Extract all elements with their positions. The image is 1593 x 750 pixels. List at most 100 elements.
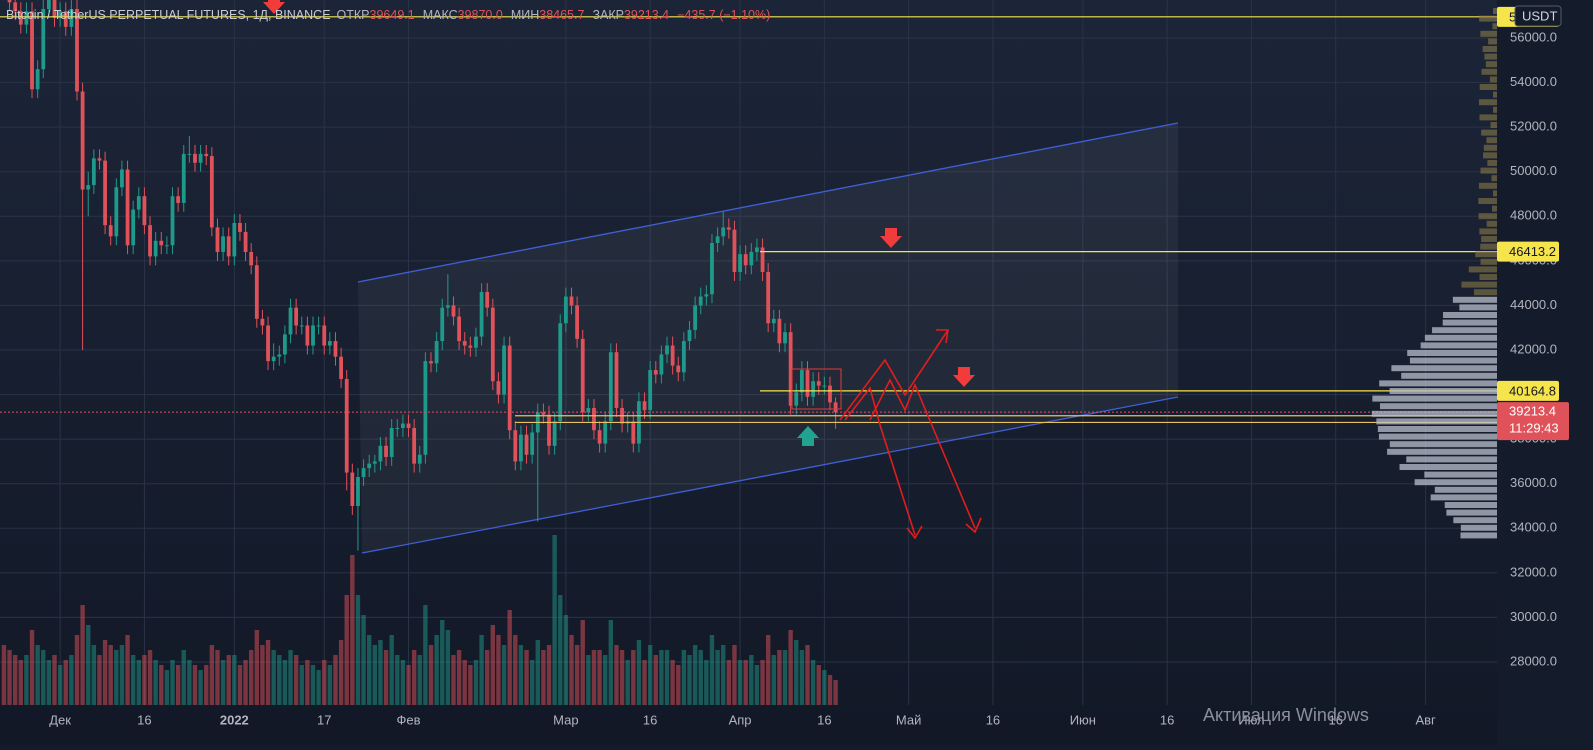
candle-body [771, 318, 776, 324]
volume-bar [170, 660, 175, 705]
candle-body [451, 305, 456, 317]
volume-profile-bar [1409, 357, 1497, 364]
y-tick-label: 34000.0 [1510, 520, 1557, 535]
volume-bar [591, 650, 597, 705]
level-label: 40164.8 [1509, 383, 1556, 398]
volume-profile-bar [1460, 524, 1497, 531]
volume-bar [417, 655, 422, 705]
volume-bar [220, 660, 226, 705]
candle-body [193, 153, 197, 163]
candle-body [52, 0, 57, 18]
volume-bar [563, 615, 569, 705]
candle-body [344, 378, 349, 473]
volume-bar [406, 665, 411, 705]
volume-bar [97, 655, 102, 705]
volume-bar [147, 650, 153, 705]
volume-profile-bar [1434, 486, 1497, 493]
symbol: Bitcoin / TetherUS PERPETUAL FUTURES, 1Д… [6, 8, 331, 22]
volume-bar [541, 650, 546, 705]
volume-bar [91, 645, 97, 705]
candle-body [41, 9, 46, 70]
volume-bar [86, 625, 91, 705]
candle-body [86, 185, 91, 190]
candle-body [114, 187, 119, 237]
candle-body [474, 336, 478, 348]
volume-profile-bar [1483, 144, 1497, 151]
volume-bar [243, 660, 248, 705]
candle-body [283, 334, 287, 355]
candle-body [170, 196, 175, 246]
volume-bar [507, 610, 512, 705]
candle-body [552, 421, 557, 446]
candle-body [799, 370, 804, 393]
volume-bar [254, 630, 260, 705]
volume-bar [743, 660, 748, 705]
volume-profile-bar [1460, 532, 1497, 539]
volume-bar [681, 650, 687, 705]
volume-bar [181, 650, 186, 705]
volume-bar [57, 665, 63, 705]
countdown: 11:29:43 [1509, 421, 1559, 436]
candle-body [417, 454, 422, 464]
volume-bar [580, 620, 585, 705]
volume-profile-bar [1492, 205, 1497, 212]
volume-bar [698, 650, 703, 705]
x-tick-label: 16 [986, 712, 1000, 727]
channel-fill [358, 123, 1178, 553]
x-tick-label: 17 [317, 712, 331, 727]
volume-profile-bar [1407, 350, 1497, 356]
volume-bar [338, 640, 344, 705]
candle-body [597, 430, 602, 444]
candle-body [389, 427, 394, 457]
price-badge [1497, 402, 1569, 441]
volume-profile-bar [1461, 281, 1497, 288]
volume-bar [187, 660, 192, 705]
candle-body [198, 153, 203, 163]
volume-bar [69, 655, 74, 705]
volume-bar [102, 640, 108, 705]
volume-profile-bar [1399, 464, 1497, 470]
volume-bar [322, 660, 327, 705]
volume-profile-bar [1378, 433, 1497, 440]
candle-body [91, 158, 96, 186]
volume-bar [63, 660, 68, 705]
volume-bar [237, 665, 243, 705]
volume-bar [316, 670, 321, 705]
y-tick-label: 30000.0 [1510, 609, 1557, 624]
currency-label: USDT [1522, 8, 1557, 23]
candle-body [530, 432, 535, 455]
volume-bar [136, 660, 141, 705]
down-marker [880, 228, 902, 248]
volume-bar [552, 535, 557, 705]
candle-body [322, 325, 327, 346]
x-tick-label: Июн [1070, 712, 1096, 727]
candle-body [7, 0, 12, 3]
volume-bar [619, 650, 625, 705]
volume-bar [687, 655, 692, 705]
volume-bar [372, 645, 378, 705]
y-tick-label: 48000.0 [1510, 208, 1557, 223]
volume-bar [670, 660, 675, 705]
x-tick-label: Апр [729, 712, 752, 727]
x-tick-label: Июл [1238, 712, 1264, 727]
volume-bar [833, 680, 838, 705]
volume-profile-bar [1391, 365, 1497, 372]
candle-body [816, 381, 821, 386]
volume-bar [603, 655, 608, 705]
candle-body [788, 332, 793, 406]
volume-bar [586, 655, 591, 705]
volume-profile-bar [1442, 312, 1497, 318]
volume-bar [114, 650, 119, 705]
candle-body [547, 414, 551, 446]
candle-body [811, 381, 816, 397]
volume-bar [535, 640, 540, 705]
volume-bar [366, 635, 372, 705]
volume-profile-bar [1484, 53, 1497, 60]
candle-body [249, 251, 254, 266]
volume-profile-bar [1446, 509, 1497, 516]
candle-body [299, 325, 304, 327]
x-tick-label: 2022 [220, 712, 249, 727]
volume-bar [293, 655, 299, 705]
volume-bar [355, 595, 361, 705]
candle-body [108, 225, 113, 237]
